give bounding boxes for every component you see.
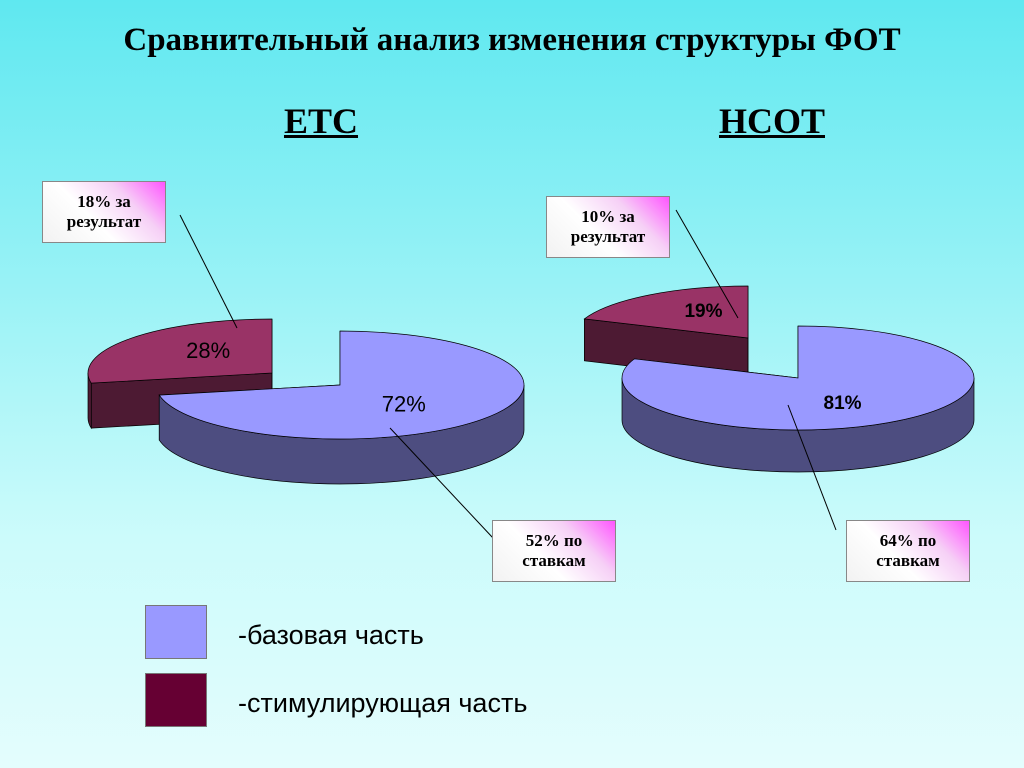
legend-label: -стимулирующая часть — [238, 688, 528, 718]
pie-etc: 28% 72% — [87, 318, 525, 485]
legend-swatch — [145, 673, 207, 727]
legend-label: -базовая часть — [238, 620, 424, 650]
annotation: 10% за результат — [546, 196, 670, 258]
annotation: 18% за результат — [42, 181, 166, 243]
pie-slice — [621, 325, 975, 431]
pie-slice — [158, 330, 525, 440]
leader-line — [675, 209, 739, 319]
chart-title: ЕТС — [283, 101, 359, 141]
title: Сравнительный анализ изменения структуры… — [123, 22, 901, 58]
value-label: 28% — [186, 338, 230, 363]
leader-lines — [179, 209, 837, 539]
annotation: 64% по ставкам — [846, 520, 970, 582]
pie-slice — [583, 285, 749, 339]
value-label: 72% — [382, 391, 426, 416]
pie-slice — [87, 318, 273, 384]
legend-swatch — [145, 605, 207, 659]
pie-nsot: 19% 81% — [583, 285, 975, 473]
leader-line — [179, 214, 238, 329]
annotation: 52% по ставкам — [492, 520, 616, 582]
value-label: 81% — [824, 393, 862, 414]
chart-title: НСОТ — [718, 101, 825, 141]
leader-line — [787, 404, 837, 531]
value-label: 19% — [684, 301, 722, 322]
leader-line — [389, 427, 494, 539]
